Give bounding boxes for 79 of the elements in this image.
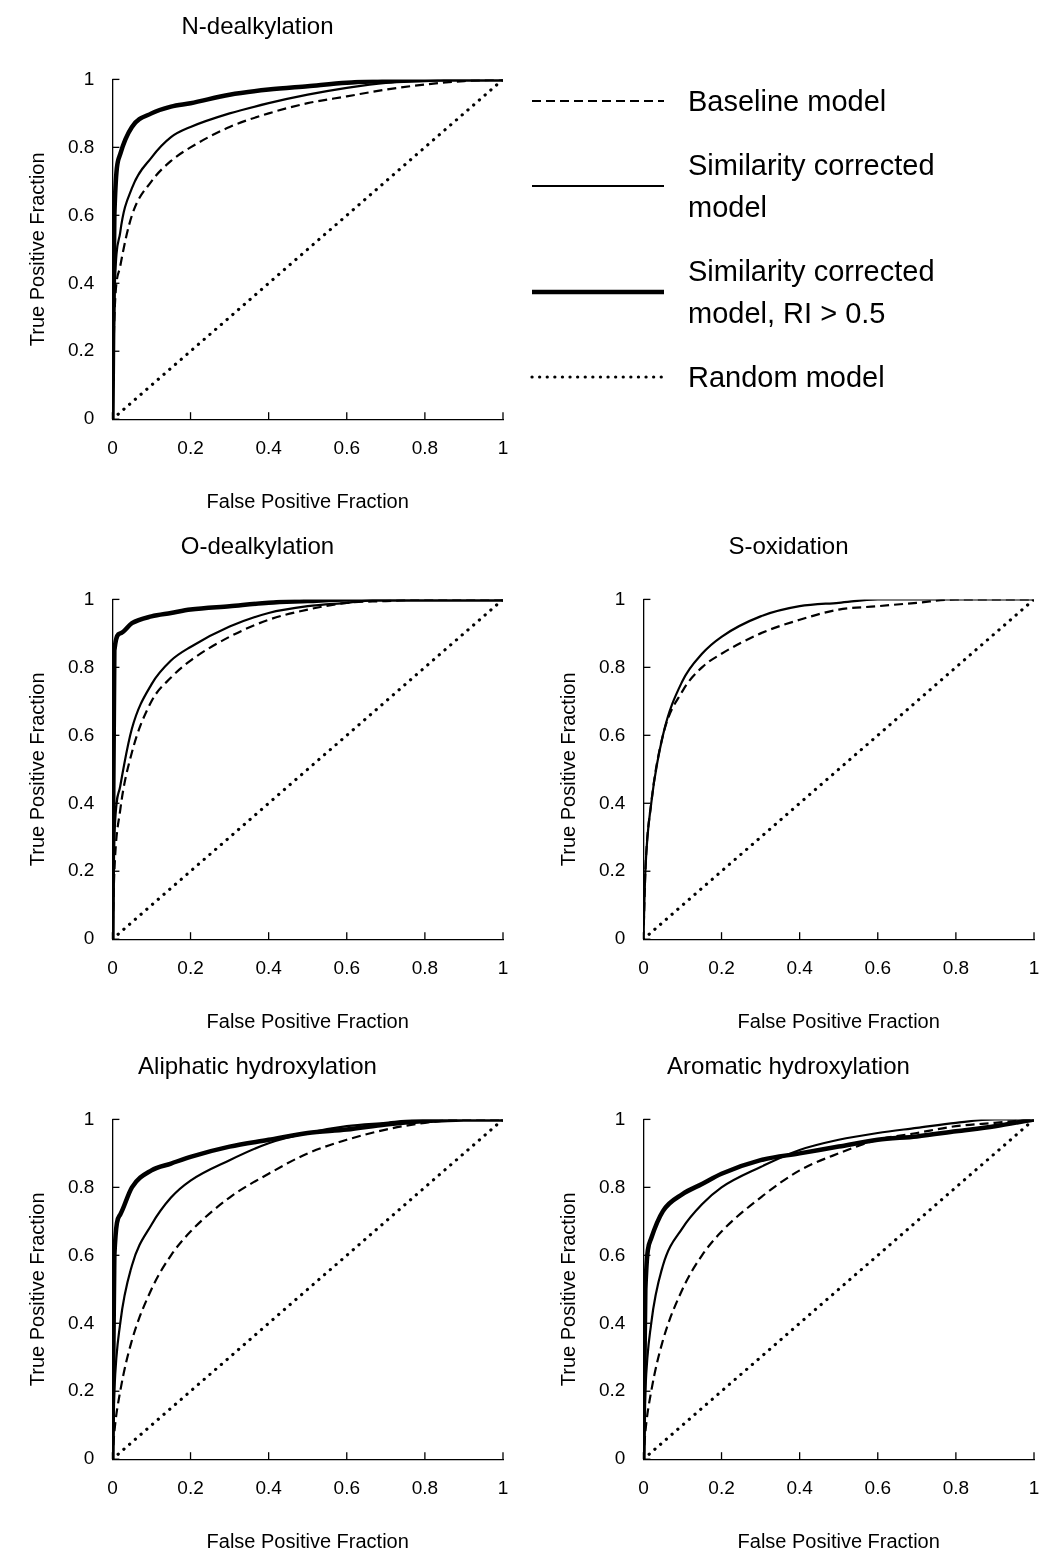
y-tick-label: 1 [83,1107,95,1129]
x-axis-title: False Positive Fraction [206,1529,409,1552]
x-tick-label: 1 [497,1476,509,1498]
x-tick-label: 0.2 [177,1476,204,1498]
y-tick-label: 0 [614,1447,626,1469]
x-tick-label: 0.8 [411,1476,439,1498]
chart-title: O-dealkylation [179,532,336,560]
x-tick-label: 0.4 [786,1476,814,1498]
x-tick-label: 0.8 [411,956,439,978]
legend-label: Similarity corrected model [688,148,936,225]
x-tick-label: 0 [107,436,118,458]
chart-title: N-dealkylation [180,12,335,40]
y-tick-label: 0.6 [598,1243,626,1265]
y-tick-label: 0.4 [67,1311,95,1333]
x-tick-label: 1 [1028,1476,1040,1498]
x-tick-label: 0 [107,1476,118,1498]
x-tick-label: 1 [497,956,509,978]
x-tick-label: 0 [638,956,649,978]
y-tick-label: 0.2 [67,859,95,881]
y-tick-label: 0 [614,927,626,949]
x-tick-label: 0.8 [942,1476,970,1498]
y-tick-label: 0 [83,927,95,949]
y-tick-label: 0.8 [67,1175,95,1197]
chart-title: Aromatic hydroxylation [666,1052,911,1080]
x-tick-label: 0.2 [708,956,735,978]
y-tick-label: 1 [614,587,626,609]
x-tick-label: 1 [1028,956,1040,978]
y-axis-title: True Positive Fraction [25,1192,48,1387]
y-tick-label: 0.6 [598,723,626,745]
y-axis-title: True Positive Fraction [25,152,48,347]
y-tick-label: 0.4 [67,791,95,813]
x-axis-title: False Positive Fraction [737,1529,940,1552]
x-tick-label: 0 [107,956,118,978]
x-tick-label: 0.6 [333,1476,360,1498]
y-tick-label: 0.2 [67,339,95,361]
x-tick-label: 0.2 [177,956,204,978]
legend-label: Similarity corrected model, RI > 0.5 [688,254,936,331]
x-tick-label: 0.2 [177,436,204,458]
x-tick-label: 0.8 [411,436,439,458]
legend-label: Baseline model [688,84,888,119]
chart-title: Aliphatic hydroxylation [137,1052,378,1080]
y-tick-label: 0.8 [67,135,95,157]
chart-title: S-oxidation [727,532,850,560]
x-axis-title: False Positive Fraction [737,1009,940,1032]
y-tick-label: 0.4 [67,271,95,293]
x-tick-label: 0.2 [708,1476,735,1498]
y-tick-label: 0.2 [67,1379,95,1401]
y-tick-label: 0.6 [67,723,95,745]
y-axis-title: True Positive Fraction [556,1192,579,1387]
y-tick-label: 0.8 [598,1175,626,1197]
x-tick-label: 0.8 [942,956,970,978]
y-tick-label: 1 [614,1107,626,1129]
y-tick-label: 0.8 [67,655,95,677]
x-tick-label: 0.6 [333,956,360,978]
x-tick-label: 0 [638,1476,649,1498]
x-axis-title: False Positive Fraction [206,1009,409,1032]
x-tick-label: 0.6 [864,956,891,978]
x-tick-label: 0.4 [255,436,283,458]
y-tick-label: 0.4 [598,791,626,813]
y-tick-label: 0 [83,1447,95,1469]
x-tick-label: 1 [497,436,509,458]
x-tick-label: 0.6 [864,1476,891,1498]
y-tick-label: 0.2 [598,1379,626,1401]
y-tick-label: 0 [83,407,95,429]
x-tick-label: 0.4 [255,1476,283,1498]
y-tick-label: 0.6 [67,1243,95,1265]
x-tick-label: 0.4 [786,956,814,978]
x-tick-label: 0.6 [333,436,360,458]
x-tick-label: 0.4 [255,956,283,978]
y-tick-label: 0.8 [598,655,626,677]
y-tick-label: 0.2 [598,859,626,881]
x-axis-title: False Positive Fraction [206,489,409,512]
y-tick-label: 0.4 [598,1311,626,1333]
legend-label: Random model [688,360,886,395]
y-tick-label: 0.6 [67,203,95,225]
y-tick-label: 1 [83,587,95,609]
y-axis-title: True Positive Fraction [556,672,579,867]
y-axis-title: True Positive Fraction [25,672,48,867]
y-tick-label: 1 [83,67,95,89]
